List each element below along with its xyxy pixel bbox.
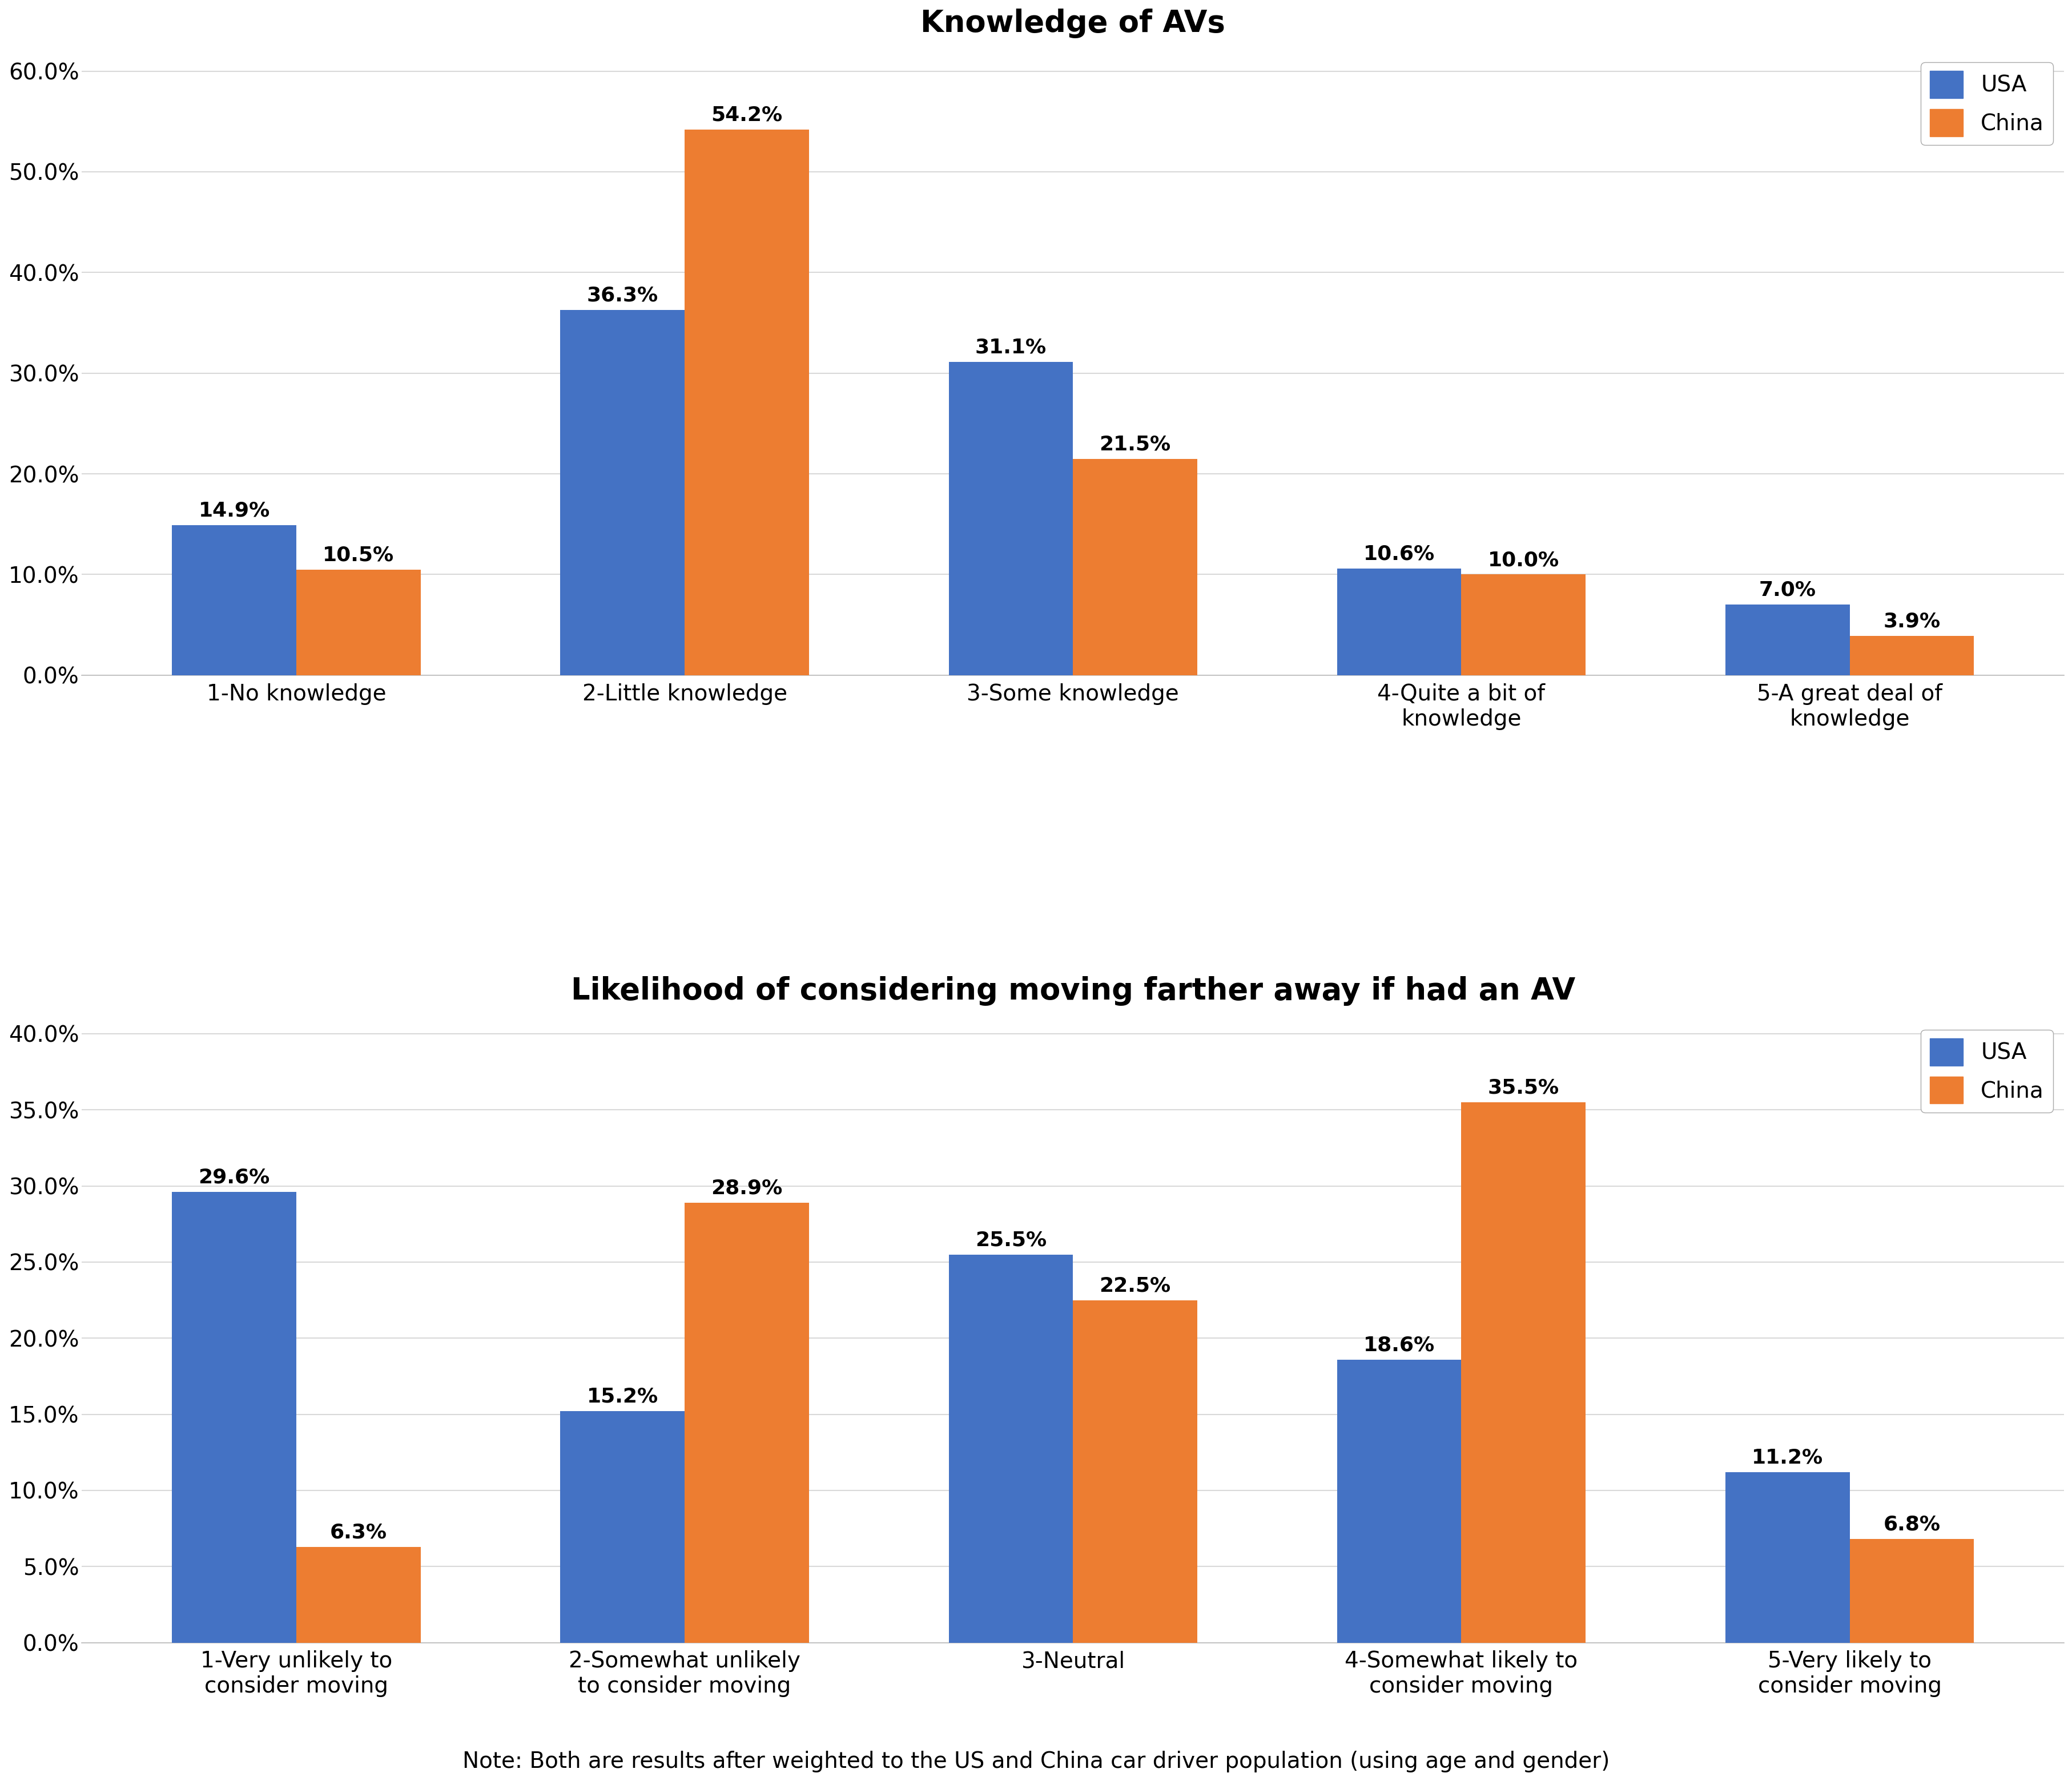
Bar — [1073, 458, 1198, 675]
Bar — [172, 526, 296, 675]
Text: 22.5%: 22.5% — [1098, 1276, 1171, 1295]
Bar — [1848, 1539, 1973, 1642]
Text: 36.3%: 36.3% — [586, 286, 659, 306]
Bar — [949, 363, 1073, 675]
Bar — [1336, 1359, 1461, 1642]
Bar — [1724, 1471, 1848, 1642]
Text: 31.1%: 31.1% — [974, 338, 1046, 357]
Bar — [1461, 574, 1585, 675]
Bar — [684, 1203, 808, 1642]
Bar — [559, 309, 684, 675]
Text: 15.2%: 15.2% — [586, 1388, 659, 1406]
Bar — [296, 1546, 421, 1642]
Bar — [559, 1411, 684, 1642]
Bar — [1073, 1301, 1198, 1642]
Text: 10.5%: 10.5% — [323, 546, 394, 565]
Bar — [296, 569, 421, 675]
Text: 28.9%: 28.9% — [711, 1178, 783, 1198]
Text: 10.0%: 10.0% — [1488, 551, 1558, 570]
Text: 54.2%: 54.2% — [711, 105, 783, 124]
Legend: USA, China: USA, China — [1921, 1029, 2053, 1112]
Legend: USA, China: USA, China — [1921, 62, 2053, 146]
Text: 3.9%: 3.9% — [1883, 611, 1939, 631]
Bar — [1848, 636, 1973, 675]
Text: 14.9%: 14.9% — [199, 501, 269, 521]
Bar — [1336, 569, 1461, 675]
Text: 10.6%: 10.6% — [1363, 544, 1434, 563]
Text: 25.5%: 25.5% — [974, 1230, 1046, 1249]
Text: 7.0%: 7.0% — [1759, 581, 1815, 601]
Bar — [684, 130, 808, 675]
Text: 29.6%: 29.6% — [199, 1167, 269, 1187]
Title: Likelihood of considering moving farther away if had an AV: Likelihood of considering moving farther… — [570, 976, 1575, 1006]
Text: 18.6%: 18.6% — [1363, 1335, 1434, 1354]
Text: 6.8%: 6.8% — [1883, 1516, 1939, 1534]
Text: 6.3%: 6.3% — [329, 1523, 387, 1542]
Bar — [1461, 1102, 1585, 1642]
Text: 11.2%: 11.2% — [1751, 1448, 1823, 1468]
Bar — [949, 1255, 1073, 1642]
Text: 21.5%: 21.5% — [1098, 435, 1171, 453]
Bar — [1724, 604, 1848, 675]
Bar — [172, 1192, 296, 1642]
Title: Knowledge of AVs: Knowledge of AVs — [920, 9, 1225, 39]
Text: Note: Both are results after weighted to the US and China car driver population : Note: Both are results after weighted to… — [462, 1750, 1610, 1773]
Text: 35.5%: 35.5% — [1488, 1079, 1558, 1098]
